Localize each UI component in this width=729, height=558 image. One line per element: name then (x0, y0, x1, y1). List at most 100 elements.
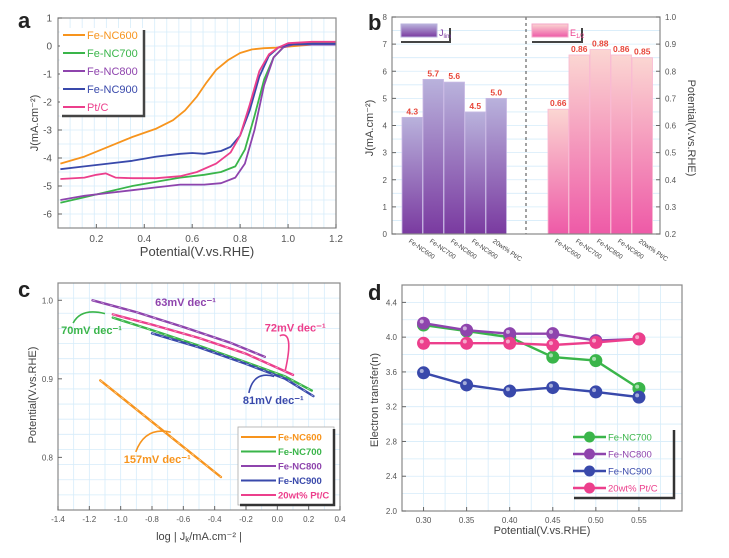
legend-marker (584, 448, 595, 460)
panel-b-ylabel-left: J(mA.cm⁻²) (364, 100, 376, 157)
series-line-fe-nc800 (423, 322, 639, 342)
y-tick-label: 2.8 (386, 437, 398, 446)
series-line-fe-nc900 (423, 371, 640, 399)
bar-value-label: 0.85 (634, 47, 651, 57)
data-point-highlight (462, 339, 467, 344)
y-tick-label-right: 0.3 (665, 203, 677, 212)
panel-c-ylabel: Potential(V.vs.RHE) (27, 347, 39, 444)
data-point-highlight (505, 387, 510, 392)
data-point-highlight (419, 319, 424, 324)
y-tick-label-right: 0.7 (665, 94, 677, 103)
x-tick-label: 1.0 (281, 234, 295, 245)
y-tick-label-left: 0 (383, 230, 388, 239)
panel-a-xlabel: Potential(V.vs.RHE) (140, 244, 254, 259)
bar-e12 (547, 108, 569, 235)
panel-letter-c: c (18, 277, 30, 302)
data-point-pt-c (546, 338, 560, 352)
legend-marker (584, 431, 595, 443)
x-tick-label: 0.0 (272, 515, 284, 524)
y-tick-label-right: 0.5 (665, 149, 677, 158)
legend-label-jlim: Jlim (439, 28, 451, 40)
panel-a-frame (57, 17, 337, 229)
y-tick-label: -5 (43, 182, 52, 193)
legend-label: Fe-NC800 (87, 66, 138, 78)
category-label: 20wt% Pt/C (637, 238, 669, 263)
panel-d-legend: Fe-NC700 Fe-NC800 Fe-NC900 20wt% Pt/C (573, 430, 676, 500)
panel-b-ylabel-right: Potential(V.vs.RHE) (685, 80, 697, 177)
bar-e12 (589, 49, 611, 235)
y-tick-label-left: 1 (383, 203, 388, 212)
y-tick-label: -1 (43, 70, 52, 81)
panel-b-bars: 4.35.7 5.64.55.0Fe-NC600Fe-NC700Fe-NC800F… (401, 39, 669, 263)
series-line-fe-nc800 (91, 299, 266, 358)
panel-b-legend-e12: E1/2 (531, 23, 585, 43)
y-tick-label: -2 (43, 98, 52, 109)
panel-a-legend: Fe-NC600 Fe-NC700 Fe-NC800 Fe-NC900 Pt/C (60, 28, 146, 118)
panel-d-frame (401, 284, 683, 512)
bar-value-label: 4.5 (469, 101, 481, 111)
legend-label: Fe-NC800 (278, 462, 322, 473)
data-point-highlight (548, 341, 553, 346)
legend-swatch-jlim (400, 23, 438, 38)
panel-a-ticks: 0.2 0.4 0.6 0.8 1.0 1.2 1 0 -1 -2 -3 -4 -5 -6 (43, 14, 343, 246)
y-tick-label-left: 8 (383, 13, 388, 22)
panel-d-electron-transfer-chart: 0.30 0.35 0.40 0.45 0.50 0.55 2.0 2.4 2.8 3.2 3.6 4… (369, 284, 683, 537)
panel-b-bar-chart: 4.35.7 5.64.55.0Fe-NC600Fe-NC700Fe-NC800F… (364, 13, 697, 263)
data-point-highlight (548, 329, 553, 334)
legend-label: 20wt% Pt/C (608, 484, 658, 495)
y-tick-label-right: 1.0 (665, 13, 677, 22)
panel-c-annotations: 63mV dec⁻¹ 70mV dec⁻¹ 72mV dec⁻¹ 81mV dec⁻¹… (61, 297, 326, 466)
panel-d-ticks: 0.30 0.35 0.40 0.45 0.50 0.55 2.0 2.4 2.8 3.2 3.6 4… (386, 298, 647, 525)
y-tick-label-right: 0.2 (665, 230, 677, 239)
x-tick-label: 0.4 (137, 234, 151, 245)
panel-d-series (417, 316, 646, 404)
x-tick-label: 0.30 (416, 516, 432, 525)
panel-a-series (60, 40, 336, 204)
legend-label: Fe-NC900 (278, 476, 322, 487)
data-point-highlight (462, 381, 467, 386)
data-point-pt-c (632, 332, 646, 346)
legend-label: Fe-NC800 (608, 450, 652, 461)
x-tick-label: -0.6 (176, 515, 190, 524)
annotation-arrow (248, 374, 275, 394)
bar-e12 (610, 54, 632, 235)
data-point-pt-c (417, 336, 431, 350)
data-point-highlight (419, 368, 424, 373)
annotation-arrow (135, 430, 171, 453)
series-line-fe-nc800 (60, 43, 336, 201)
bar-jlim (464, 111, 486, 235)
data-point-highlight (548, 353, 553, 358)
y-tick-label: -6 (43, 210, 52, 221)
bar-e12 (568, 54, 590, 235)
x-tick-label: -1.4 (51, 515, 65, 524)
x-tick-label: 0.4 (334, 515, 346, 524)
slope-annotation: 63mV dec⁻¹ (155, 297, 216, 309)
legend-label: Pt/C (87, 102, 108, 114)
legend-swatch-e12 (531, 23, 569, 38)
bar-jlim (401, 116, 423, 235)
data-point-fe-nc900 (503, 384, 517, 398)
bar-value-label: 0.66 (550, 98, 567, 108)
y-tick-label: -4 (43, 154, 52, 165)
bar-value-label: 5.6 (448, 71, 460, 81)
legend-marker (584, 465, 595, 477)
series-line-fe-nc700 (111, 316, 313, 392)
x-tick-label: -0.2 (239, 515, 253, 524)
y-tick-label: 1.0 (42, 296, 54, 305)
annotation-arrow (279, 334, 290, 372)
y-tick-label: 2.0 (386, 507, 398, 516)
y-tick-label: 0.8 (42, 453, 54, 462)
panel-c-xlabel: log | Jk/mA.cm⁻² | (156, 531, 242, 544)
x-tick-label: 0.8 (233, 234, 247, 245)
bar-e12 (631, 57, 653, 235)
data-point-highlight (635, 384, 640, 389)
panel-c-series (91, 299, 315, 479)
series-line-fe-nc900 (150, 332, 315, 398)
slope-annotation: 157mV dec⁻¹ (124, 454, 191, 466)
x-tick-label: 0.40 (502, 516, 518, 525)
x-tick-label: -1.2 (82, 515, 96, 524)
x-tick-label: 0.50 (588, 516, 604, 525)
bar-jlim (422, 78, 444, 235)
x-tick-label: 0.35 (459, 516, 475, 525)
y-tick-label: 4.0 (386, 333, 398, 342)
